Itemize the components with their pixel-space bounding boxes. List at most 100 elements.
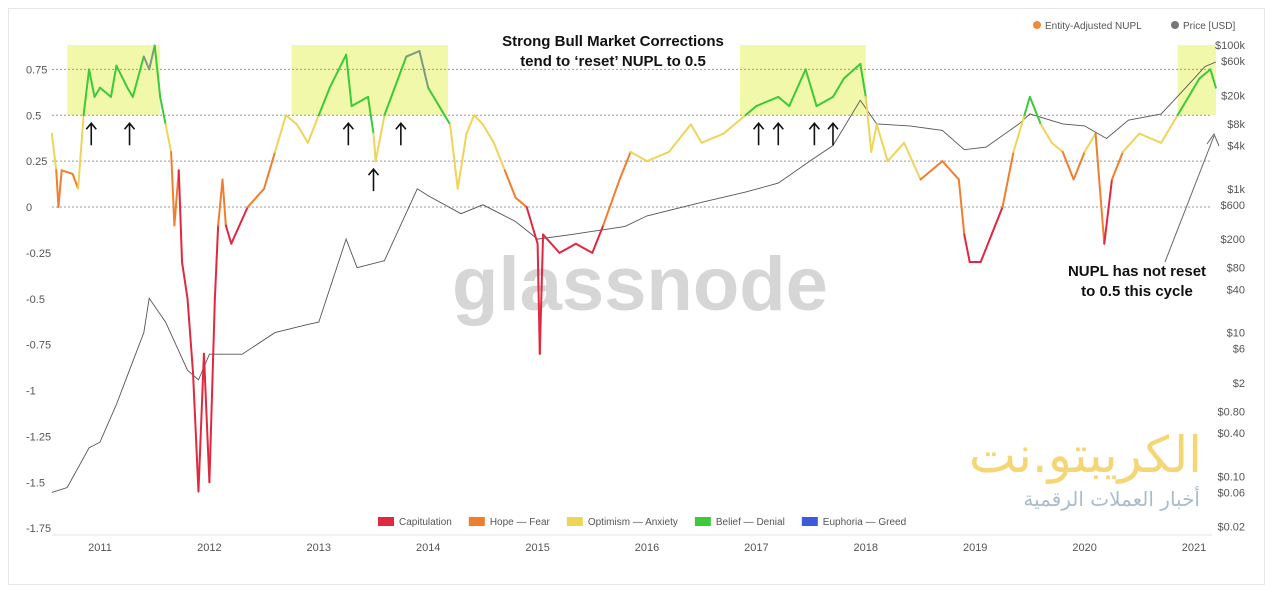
nupl-segment [542, 233, 561, 254]
nupl-segment [374, 114, 386, 163]
nupl-segment [317, 86, 331, 117]
arrow-up-icon [752, 122, 765, 146]
nupl-segment [99, 86, 112, 98]
legend-nupl-label[interactable]: Entity-Adjusted NUPL [1045, 21, 1142, 32]
nupl-segment [979, 233, 993, 264]
annotation-arrowhead-icon [1206, 132, 1220, 147]
y-right-tick: $100k [1215, 40, 1245, 52]
arrow-up-icon [772, 122, 784, 146]
nupl-segment [538, 233, 545, 355]
y-left-tick: 0 [26, 202, 32, 214]
annotation-top-line1: Strong Bull Market Corrections [502, 33, 724, 50]
x-tick: 2017 [744, 542, 768, 554]
y-left-tick: 0.75 [26, 64, 47, 76]
nupl-segment [367, 95, 375, 135]
nupl-segment [667, 123, 692, 153]
nupl-segment [71, 172, 80, 190]
watermark: glassnode [452, 242, 828, 327]
nupl-segment [1061, 150, 1075, 181]
nupl-segment [1072, 150, 1086, 181]
x-tick: 2015 [525, 542, 549, 554]
y-right-tick: $600 [1221, 200, 1245, 212]
arrow-up-icon [342, 122, 354, 146]
nupl-segment [788, 68, 807, 108]
nupl-segment [438, 105, 452, 126]
arrow-up-icon [395, 122, 407, 146]
x-tick: 2019 [963, 542, 987, 554]
y-left-tick: -1.75 [26, 523, 51, 535]
nupl-segment [153, 44, 162, 98]
nupl-segment [525, 206, 539, 245]
annotation-right: NUPL has not reset to 0.5 this cycle [1068, 132, 1220, 300]
nupl-segment [126, 86, 134, 98]
nupl-segment [481, 123, 495, 144]
x-tick: 2014 [416, 542, 440, 554]
site-logo-subtitle: أخبار العملات الرقمية [1023, 487, 1200, 511]
legend-nupl-dot [1033, 21, 1041, 29]
y-left-tick: -0.5 [26, 294, 45, 306]
nupl-segment [831, 77, 845, 98]
nupl-segment [173, 169, 180, 227]
nupl-segment [1103, 178, 1113, 245]
nupl-segment [492, 141, 506, 172]
y-left-tick: -1.5 [26, 477, 45, 489]
nupl-segment [618, 150, 632, 181]
nupl-segment [246, 187, 266, 208]
nupl-segment [328, 53, 348, 89]
nupl-segment [864, 95, 873, 153]
nupl-segment [345, 53, 353, 108]
nupl-segment [646, 150, 670, 163]
nupl-segment [1209, 68, 1217, 89]
nupl-segment [755, 95, 780, 108]
nupl-segment [503, 169, 517, 199]
legend-label[interactable]: Capitulation [399, 517, 452, 528]
nupl-segment [815, 95, 834, 108]
nupl-segment [465, 114, 476, 135]
legend-price-dot [1171, 21, 1179, 29]
y-right-tick: $80 [1227, 263, 1245, 275]
nupl-segment [456, 132, 468, 190]
legend-label[interactable]: Hope — Fear [490, 517, 551, 528]
y-left-tick: -1.25 [26, 431, 51, 443]
nupl-segment [427, 86, 441, 108]
nupl-segment [213, 224, 220, 300]
nupl-segment [1094, 132, 1106, 245]
nupl-segment [963, 233, 971, 264]
legend-label[interactable]: Euphoria — Greed [823, 517, 906, 528]
nupl-segment [295, 123, 309, 144]
annotation-right-line1: NUPL has not reset [1068, 263, 1206, 280]
arrow-up-icon [808, 122, 820, 146]
nupl-segment [1160, 114, 1179, 144]
nupl-segment [1023, 95, 1031, 117]
nupl-segment [383, 55, 408, 117]
legend-label[interactable]: Belief — Denial [716, 517, 785, 528]
annotation-pointer-line [1164, 135, 1215, 263]
nupl-segment [700, 132, 725, 144]
y-left-tick: 0.5 [26, 110, 41, 122]
chart-frame [8, 8, 1265, 585]
nupl-segment [159, 95, 167, 126]
x-tick: 2016 [635, 542, 659, 554]
y-right-tick: $8k [1227, 119, 1245, 131]
legend-price-label[interactable]: Price [USD] [1183, 21, 1235, 32]
legend-swatch [378, 517, 394, 526]
nupl-segment [1050, 141, 1064, 153]
legend-label[interactable]: Optimism — Anxiety [588, 517, 678, 528]
site-logo: الكريبتو.نت [968, 426, 1202, 484]
nupl-segment [50, 132, 58, 172]
nupl-segment [263, 150, 277, 190]
nupl-segment [602, 178, 621, 227]
y-left-tick: -1 [26, 386, 36, 398]
y-right-tick: $2 [1233, 378, 1245, 390]
price-series-line [51, 61, 1217, 493]
nupl-segment [284, 114, 298, 126]
nupl-segment [990, 206, 1004, 236]
annotation-top-line2: tend to ‘reset’ NUPL to 0.5 [520, 53, 706, 70]
nupl-segment [148, 44, 156, 71]
nupl-segment [473, 114, 484, 126]
nupl-segment [859, 62, 867, 98]
nupl-segment [274, 114, 287, 153]
x-tick: 2012 [197, 542, 221, 554]
nupl-segment [957, 178, 966, 236]
arrow-up-icon [85, 122, 97, 146]
